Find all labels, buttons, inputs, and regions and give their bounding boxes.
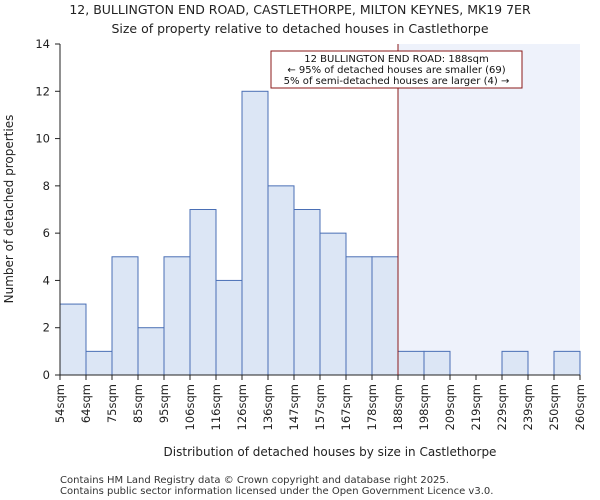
y-tick-label-4: 4 [43, 273, 50, 287]
annotation-line1: 12 BULLINGTON END ROAD: 188sqm [304, 54, 488, 65]
bar-95sqm [163, 256, 191, 376]
y-tick-label-6: 6 [43, 226, 50, 240]
bar-75sqm [111, 256, 139, 376]
y-tick-label-8: 8 [43, 179, 50, 193]
x-tick-label-188sqm: 188sqm [391, 384, 405, 430]
bar-188sqm [397, 350, 425, 376]
x-tick-label-219sqm: 219sqm [469, 384, 483, 430]
x-tick-label-54sqm: 54sqm [53, 384, 67, 423]
x-ticks-group: 54sqm 64sqm 75sqm 85sqm 95sqm 106sqm 116sqm 126… [53, 375, 587, 430]
x-tick-label-116sqm: 116sqm [209, 384, 223, 430]
chart-title-line2: Size of property relative to detached ho… [111, 21, 488, 36]
y-tick-label-2: 2 [43, 321, 50, 335]
x-tick-label-157sqm: 157sqm [313, 384, 327, 430]
bar-85sqm [137, 327, 165, 376]
bar-54sqm [59, 303, 87, 376]
property-annotation: 12 BULLINGTON END ROAD: 188sqm ← 95% of … [270, 50, 523, 89]
bar-136sqm [267, 185, 295, 376]
x-tick-label-250sqm: 250sqm [547, 384, 561, 430]
bar-126sqm [241, 90, 269, 376]
y-tick-label-10: 10 [35, 132, 50, 146]
annotation-line2: ← 95% of detached houses are smaller (69… [287, 65, 505, 76]
x-tick-label-178sqm: 178sqm [365, 384, 379, 430]
y-tick-label-12: 12 [35, 84, 50, 98]
x-tick-label-95sqm: 95sqm [157, 384, 171, 423]
annotation-box [270, 50, 523, 89]
x-tick-label-239sqm: 239sqm [521, 384, 535, 430]
bar-116sqm [215, 279, 243, 376]
bar-167sqm [345, 256, 373, 376]
y-tick-label-14: 14 [35, 37, 50, 51]
footer-line1: Contains HM Land Registry data © Crown c… [60, 475, 449, 486]
x-tick-label-147sqm: 147sqm [287, 384, 301, 430]
x-tick-label-85sqm: 85sqm [131, 384, 145, 423]
bar-157sqm [319, 232, 347, 376]
x-tick-label-136sqm: 136sqm [261, 384, 275, 430]
bar-229sqm [501, 350, 529, 376]
annotation-line3: 5% of semi-detached houses are larger (4… [284, 76, 510, 87]
bar-64sqm [85, 350, 113, 376]
x-tick-label-126sqm: 126sqm [235, 384, 249, 430]
y-ticks-group: 0 2 4 6 8 10 12 14 [35, 37, 60, 382]
footer-line2: Contains public sector information licen… [60, 486, 493, 497]
x-tick-label-260sqm: 260sqm [573, 384, 587, 430]
x-tick-label-229sqm: 229sqm [495, 384, 509, 430]
x-tick-label-167sqm: 167sqm [339, 384, 353, 430]
x-tick-label-198sqm: 198sqm [417, 384, 431, 430]
x-tick-label-64sqm: 64sqm [79, 384, 93, 423]
x-tick-label-209sqm: 209sqm [443, 384, 457, 430]
bar-198sqm [423, 350, 451, 376]
x-axis-label: Distribution of detached houses by size … [164, 445, 497, 459]
bar-106sqm [189, 209, 217, 376]
y-axis-label: Number of detached properties [2, 115, 16, 304]
bars-group [59, 90, 581, 376]
bar-178sqm [371, 256, 399, 376]
x-tick-label-106sqm: 106sqm [183, 384, 197, 430]
above-property-shade [398, 44, 580, 375]
y-tick-label-0: 0 [43, 368, 50, 382]
bar-147sqm [293, 209, 321, 376]
bar-250sqm [553, 350, 581, 376]
chart-title-line1: 12, BULLINGTON END ROAD, CASTLETHORPE, M… [69, 2, 531, 17]
x-tick-label-75sqm: 75sqm [105, 384, 119, 423]
